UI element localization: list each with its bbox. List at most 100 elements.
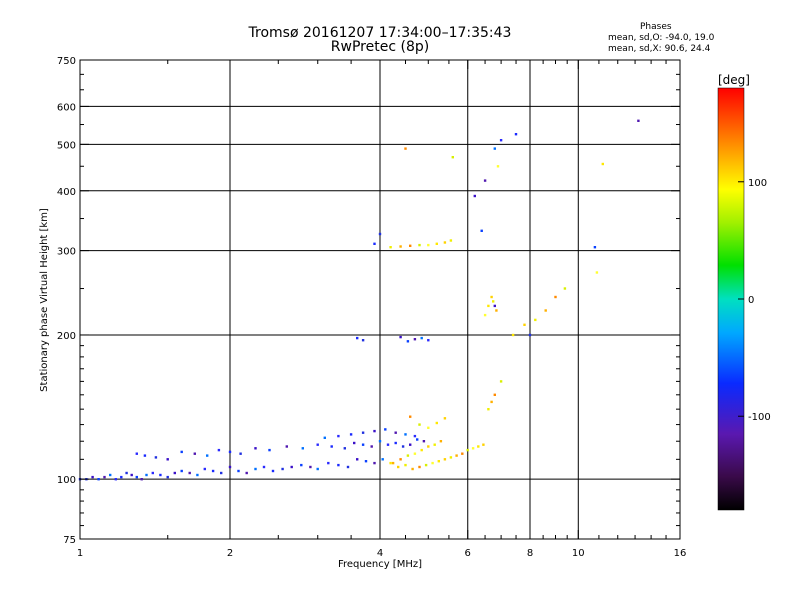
data-point (483, 313, 487, 317)
data-point (420, 336, 423, 340)
data-point (443, 417, 447, 420)
data-point (563, 287, 567, 290)
data-point (91, 475, 94, 479)
y-tick-label: 600 (57, 102, 76, 113)
data-point (378, 440, 382, 443)
data-point (391, 461, 395, 465)
data-point (361, 431, 365, 434)
data-point (499, 139, 503, 142)
data-point (188, 471, 191, 475)
data-point (411, 467, 414, 471)
data-point (418, 423, 421, 426)
data-point (130, 473, 133, 477)
x-tick-label: 6 (465, 548, 471, 559)
data-point (140, 478, 143, 481)
data-point (511, 333, 515, 337)
data-point (109, 473, 112, 477)
data-point (370, 445, 373, 448)
data-point (378, 232, 382, 236)
data-point (406, 340, 410, 343)
data-point (435, 242, 438, 245)
data-point (601, 162, 604, 166)
data-point (399, 458, 402, 461)
data-point (343, 447, 346, 450)
data-point (528, 333, 532, 337)
phases-o-stats: mean, sd,O: -94.0, 19.0 (608, 33, 715, 43)
data-point (180, 450, 183, 454)
x-tick-label: 2 (227, 548, 233, 559)
data-point (401, 445, 405, 448)
data-point (493, 304, 496, 308)
data-point (433, 443, 436, 446)
data-point (495, 309, 498, 312)
data-point (353, 441, 356, 445)
axis-ticks: 1 2 4 6 8 10 16 75 100 200 300 400 500 600 750 (57, 56, 686, 559)
y-tick-label: 500 (57, 140, 76, 151)
data-point (424, 463, 428, 467)
data-point (364, 460, 368, 463)
data-point (143, 454, 147, 457)
data-point (281, 467, 284, 471)
data-point (316, 467, 319, 471)
data-point (514, 133, 518, 136)
data-point (404, 433, 407, 436)
data-point (384, 428, 387, 431)
x-tick-label: 8 (527, 548, 533, 559)
data-point (323, 436, 326, 439)
data-point (451, 156, 454, 159)
data-point (477, 445, 480, 448)
data-point (228, 465, 232, 469)
colorbar-tick-label: 0 (748, 295, 754, 306)
data-point (316, 443, 319, 446)
data-point (418, 243, 421, 247)
data-point (490, 295, 493, 299)
data-point (254, 447, 257, 450)
data-point (435, 421, 438, 425)
data-point (482, 443, 485, 446)
colorbar-ticks: -100 0 100 (717, 87, 771, 511)
data-point (394, 431, 397, 434)
y-tick-label: 75 (63, 535, 76, 546)
data-point (496, 165, 500, 168)
x-tick-label: 10 (572, 548, 585, 559)
data-point (427, 339, 430, 342)
data-point (487, 408, 490, 411)
data-point (337, 463, 340, 467)
data-point (386, 443, 390, 446)
grid-lines (80, 60, 680, 539)
data-point (145, 473, 148, 477)
data-point (399, 245, 402, 248)
data-point (254, 467, 257, 471)
y-tick-label: 100 (57, 475, 76, 486)
data-point (637, 119, 640, 122)
data-point (409, 415, 412, 418)
data-point (211, 469, 215, 473)
y-tick-label: 750 (57, 56, 76, 67)
y-axis-label: Stationary phase Virtual Height [km] (39, 208, 50, 392)
data-point (239, 452, 242, 455)
data-point (427, 445, 430, 448)
data-point (268, 448, 271, 452)
data-point (427, 243, 430, 247)
data-point (290, 465, 293, 469)
data-point (237, 469, 240, 473)
data-point (217, 448, 221, 452)
x-tick-label: 4 (377, 548, 383, 559)
chart-title: Tromsø 20161207 17:34:00–17:35:43 (248, 25, 512, 41)
data-point (461, 452, 464, 455)
data-point (166, 458, 169, 461)
data-point (544, 309, 547, 312)
data-point (337, 434, 340, 438)
data-points (78, 119, 640, 481)
data-point (193, 452, 196, 455)
data-point (356, 336, 359, 340)
data-point (206, 454, 209, 457)
data-point (300, 463, 303, 467)
data-point (399, 335, 402, 339)
data-point (437, 460, 440, 463)
data-point (422, 440, 426, 443)
colorbar-label: [deg] (718, 73, 750, 87)
data-point (125, 471, 128, 475)
data-point (349, 433, 353, 436)
data-point (301, 447, 304, 450)
